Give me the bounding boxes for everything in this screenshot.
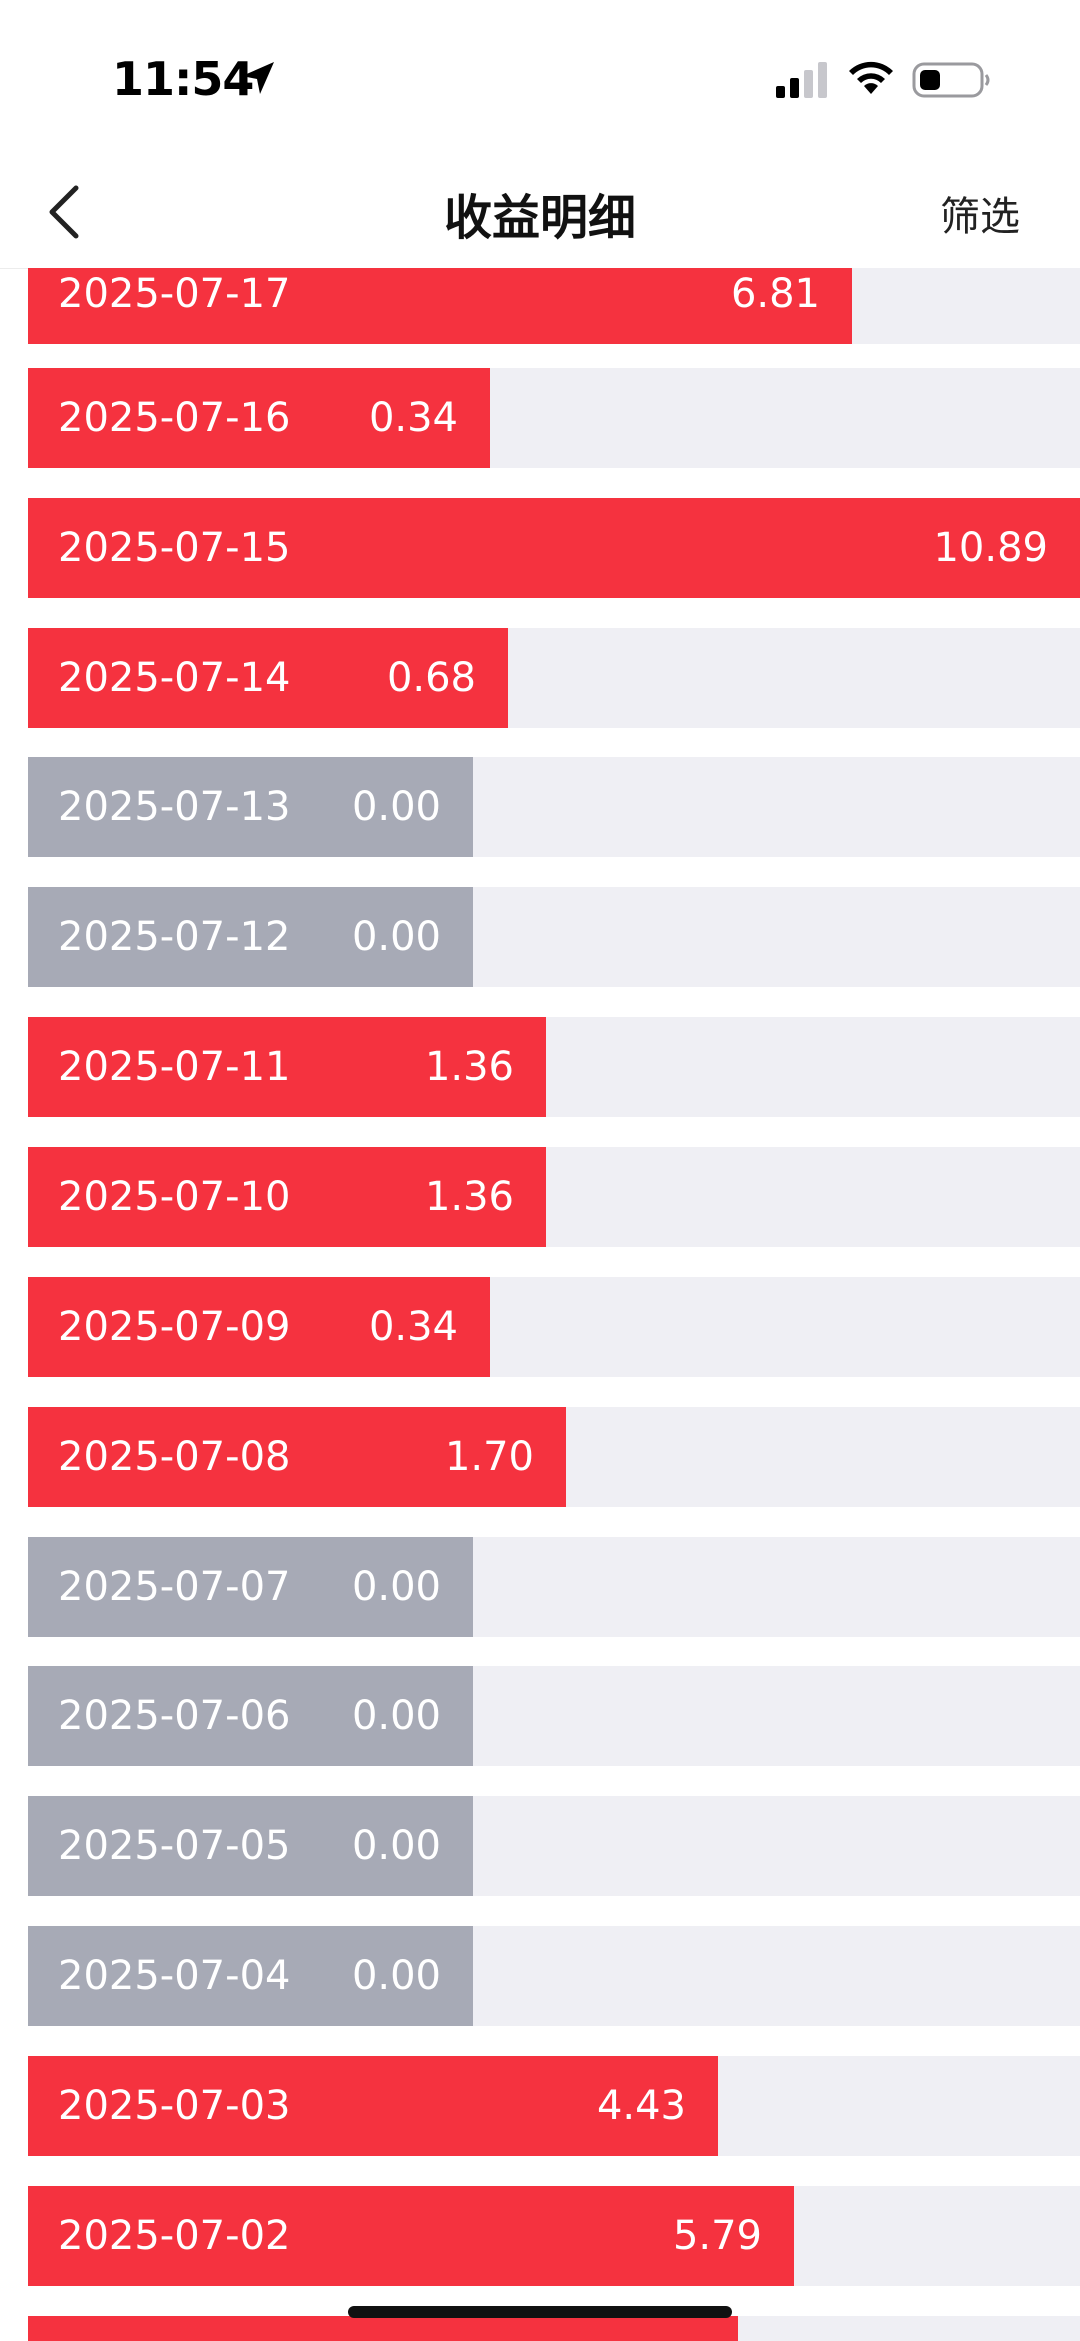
row-date: 2025-07-14 bbox=[58, 655, 291, 701]
row-value: 0.68 bbox=[386, 655, 476, 701]
earnings-row[interactable]: 2025-07-14 0.68 bbox=[28, 628, 1080, 728]
row-date: 2025-07-10 bbox=[58, 1174, 291, 1220]
status-time: 11:54 bbox=[112, 52, 254, 106]
earnings-bar: 2025-07-08 1.70 bbox=[28, 1407, 566, 1507]
row-value: 5.79 bbox=[672, 2213, 762, 2259]
earnings-bar: 2025-07-03 4.43 bbox=[28, 2056, 718, 2156]
earnings-row[interactable]: 2025-07-08 1.70 bbox=[28, 1407, 1080, 1507]
row-value: 10.89 bbox=[933, 525, 1048, 571]
row-date: 2025-07-15 bbox=[58, 525, 291, 571]
row-value: 0.00 bbox=[351, 1953, 441, 1999]
earnings-bar: 2025-07-13 0.00 bbox=[28, 757, 473, 857]
row-date: 2025-07-02 bbox=[58, 2213, 291, 2259]
row-value: 0.34 bbox=[368, 1304, 458, 1350]
row-date: 2025-07-12 bbox=[58, 914, 291, 960]
page-title: 收益明细 bbox=[443, 190, 636, 246]
row-value: 1.36 bbox=[424, 1174, 514, 1220]
earnings-bar: 2025-07-05 0.00 bbox=[28, 1796, 473, 1896]
row-date: 2025-07-16 bbox=[58, 395, 291, 441]
earnings-row[interactable]: 2025-07-06 0.00 bbox=[28, 1666, 1080, 1766]
chevron-left-icon[interactable] bbox=[36, 180, 92, 244]
earnings-bar: 2025-07-15 10.89 bbox=[28, 498, 1080, 598]
row-date: 2025-07-05 bbox=[58, 1823, 291, 1869]
row-date: 2025-07-06 bbox=[58, 1693, 291, 1739]
earnings-row[interactable]: 2025-07-05 0.00 bbox=[28, 1796, 1080, 1896]
row-value: 4.43 bbox=[596, 2083, 686, 2129]
earnings-row[interactable]: 2025-07-11 1.36 bbox=[28, 1017, 1080, 1117]
earnings-row[interactable]: 2025-07-17 6.81 bbox=[28, 268, 1080, 344]
row-value: 1.36 bbox=[424, 1044, 514, 1090]
earnings-bar: 2025-07-12 0.00 bbox=[28, 887, 473, 987]
earnings-bar: 2025-07-06 0.00 bbox=[28, 1666, 473, 1766]
row-value: 6.81 bbox=[730, 271, 820, 317]
earnings-bar: 2025-07-16 0.34 bbox=[28, 368, 490, 468]
row-value: 0.34 bbox=[368, 395, 458, 441]
wifi-icon bbox=[849, 61, 893, 94]
earnings-row[interactable]: 2025-07-07 0.00 bbox=[28, 1537, 1080, 1637]
status-bar: 11:54 bbox=[0, 0, 1080, 150]
row-date: 2025-07-08 bbox=[58, 1434, 291, 1480]
row-value: 0.00 bbox=[351, 1564, 441, 1610]
row-value: 0.00 bbox=[351, 784, 441, 830]
earnings-row[interactable]: 2025-07-02 5.79 bbox=[28, 2186, 1080, 2286]
row-date: 2025-07-03 bbox=[58, 2083, 291, 2129]
row-value: 0.00 bbox=[351, 914, 441, 960]
earnings-row[interactable]: 2025-07-16 0.34 bbox=[28, 368, 1080, 468]
earnings-row[interactable]: 2025-07-10 1.36 bbox=[28, 1147, 1080, 1247]
earnings-bar bbox=[28, 2316, 738, 2341]
filter-button[interactable]: 筛选 bbox=[940, 194, 1020, 240]
cellular-signal-icon bbox=[776, 62, 827, 98]
earnings-row[interactable]: 2025-07-09 0.34 bbox=[28, 1277, 1080, 1377]
earnings-bar: 2025-07-09 0.34 bbox=[28, 1277, 490, 1377]
earnings-bar: 2025-07-17 6.81 bbox=[28, 268, 852, 344]
row-value: 0.00 bbox=[351, 1693, 441, 1739]
earnings-bar: 2025-07-14 0.68 bbox=[28, 628, 508, 728]
row-date: 2025-07-09 bbox=[58, 1304, 291, 1350]
earnings-row[interactable]: 2025-07-04 0.00 bbox=[28, 1926, 1080, 2026]
navigation-bar: 收益明细 筛选 bbox=[0, 150, 1080, 269]
row-date: 2025-07-07 bbox=[58, 1564, 291, 1610]
row-date: 2025-07-11 bbox=[58, 1044, 291, 1090]
earnings-bar: 2025-07-07 0.00 bbox=[28, 1537, 473, 1637]
earnings-row[interactable]: 2025-07-03 4.43 bbox=[28, 2056, 1080, 2156]
earnings-bar: 2025-07-11 1.36 bbox=[28, 1017, 546, 1117]
earnings-row[interactable] bbox=[28, 2316, 1080, 2341]
earnings-bar: 2025-07-02 5.79 bbox=[28, 2186, 794, 2286]
location-arrow-icon bbox=[242, 62, 274, 94]
earnings-bar: 2025-07-10 1.36 bbox=[28, 1147, 546, 1247]
row-date: 2025-07-13 bbox=[58, 784, 291, 830]
earnings-row[interactable]: 2025-07-12 0.00 bbox=[28, 887, 1080, 987]
row-value: 1.70 bbox=[444, 1434, 534, 1480]
earnings-row[interactable]: 2025-07-15 10.89 bbox=[28, 498, 1080, 598]
row-value: 0.00 bbox=[351, 1823, 441, 1869]
row-date: 2025-07-04 bbox=[58, 1953, 291, 1999]
earnings-list[interactable]: 2025-07-17 6.81 2025-07-16 0.34 2025-07-15 10… bbox=[0, 268, 1080, 2341]
earnings-bar: 2025-07-04 0.00 bbox=[28, 1926, 473, 2026]
earnings-row[interactable]: 2025-07-13 0.00 bbox=[28, 757, 1080, 857]
home-indicator bbox=[348, 2306, 732, 2318]
row-date: 2025-07-17 bbox=[58, 271, 291, 317]
battery-icon bbox=[912, 62, 990, 98]
